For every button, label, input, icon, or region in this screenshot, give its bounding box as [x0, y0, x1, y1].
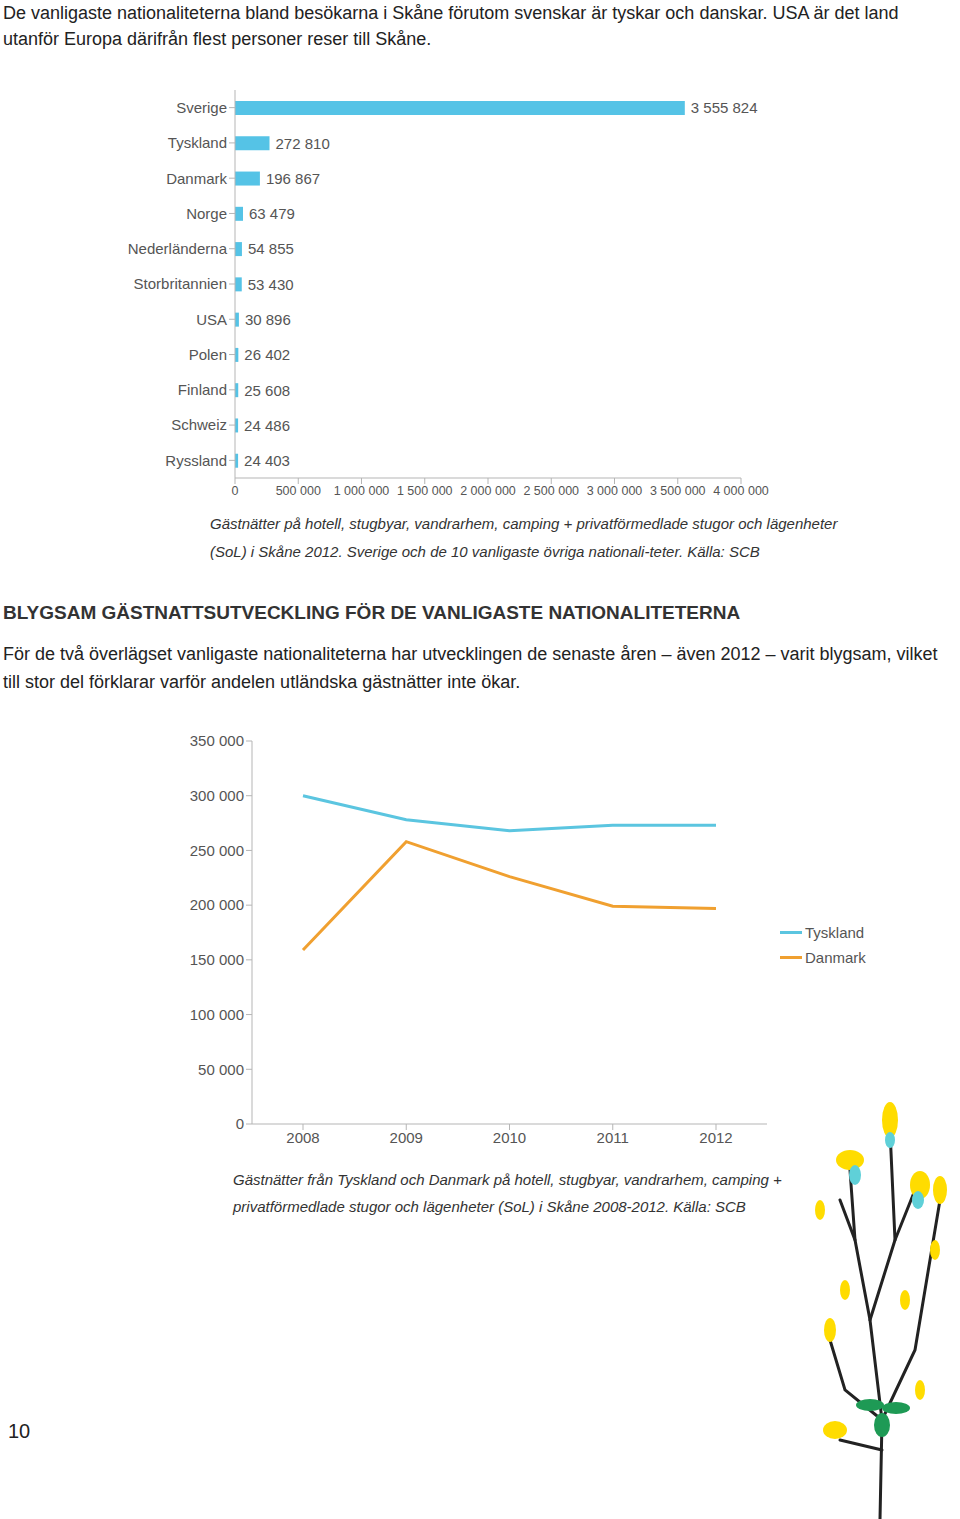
- svg-text:2012: 2012: [699, 1129, 732, 1146]
- svg-text:3 000 000: 3 000 000: [587, 484, 643, 498]
- svg-text:250 000: 250 000: [190, 842, 244, 859]
- svg-text:53 430: 53 430: [248, 276, 294, 293]
- svg-text:3 555 824: 3 555 824: [691, 99, 758, 116]
- svg-text:54 855: 54 855: [248, 240, 294, 257]
- svg-text:272 810: 272 810: [276, 135, 330, 152]
- svg-text:196 867: 196 867: [266, 170, 320, 187]
- svg-text:50 000: 50 000: [198, 1061, 244, 1078]
- svg-text:Polen: Polen: [189, 346, 227, 363]
- svg-text:200 000: 200 000: [190, 896, 244, 913]
- svg-text:Finland: Finland: [178, 381, 227, 398]
- svg-text:2 500 000: 2 500 000: [523, 484, 579, 498]
- svg-text:2009: 2009: [390, 1129, 423, 1146]
- svg-text:300 000: 300 000: [190, 787, 244, 804]
- html-text:10: 10: [8, 1420, 31, 1442]
- svg-text:63 479: 63 479: [249, 205, 295, 222]
- svg-text:Tyskland: Tyskland: [168, 134, 227, 151]
- svg-text:Norge: Norge: [186, 205, 227, 222]
- html-text:För de två överlägset vanligas: För de två överlägset vanligaste nationa…: [3, 644, 938, 692]
- svg-text:26 402: 26 402: [244, 346, 290, 363]
- svg-text:100 000: 100 000: [190, 1006, 244, 1023]
- svg-text:150 000: 150 000: [190, 951, 244, 968]
- svg-text:2008: 2008: [286, 1129, 319, 1146]
- html-text:Tyskland: Tyskland: [805, 924, 865, 941]
- html-text:Danmark: Danmark: [805, 949, 866, 966]
- svg-text:2010: 2010: [493, 1129, 526, 1146]
- svg-text:4 000 000: 4 000 000: [713, 484, 769, 498]
- svg-text:1 000 000: 1 000 000: [334, 484, 390, 498]
- html-text:BLYGSAM GÄSTNATTSUTVECKLING FÖ: BLYGSAM GÄSTNATTSUTVECKLING FÖR DE VANLI…: [3, 602, 741, 623]
- svg-text:500 000: 500 000: [276, 484, 321, 498]
- svg-text:24 403: 24 403: [244, 452, 290, 469]
- svg-text:Danmark: Danmark: [166, 170, 227, 187]
- html-text:De vanligaste nationaliteterna: De vanligaste nationaliteterna bland bes…: [3, 3, 899, 49]
- svg-text:Storbritannien: Storbritannien: [134, 275, 227, 292]
- svg-text:1 500 000: 1 500 000: [397, 484, 453, 498]
- html-text:Gästnätter från Tyskland och D: Gästnätter från Tyskland och Danmark på …: [233, 1171, 782, 1215]
- svg-text:Nederländerna: Nederländerna: [128, 240, 228, 257]
- svg-text:0: 0: [232, 484, 239, 498]
- svg-text:24 486: 24 486: [244, 417, 290, 434]
- svg-text:25 608: 25 608: [244, 382, 290, 399]
- svg-text:USA: USA: [196, 311, 227, 328]
- svg-text:350 000: 350 000: [190, 732, 244, 749]
- svg-text:Schweiz: Schweiz: [171, 416, 227, 433]
- svg-text:0: 0: [236, 1115, 244, 1132]
- html-text:Gästnätter på hotell, stugbyar: Gästnätter på hotell, stugbyar, vandrarh…: [210, 515, 838, 560]
- svg-text:2011: 2011: [597, 1129, 629, 1146]
- svg-text:2 000 000: 2 000 000: [460, 484, 516, 498]
- svg-text:3 500 000: 3 500 000: [650, 484, 706, 498]
- svg-text:Ryssland: Ryssland: [165, 452, 227, 469]
- svg-text:30 896: 30 896: [245, 311, 291, 328]
- svg-text:Sverige: Sverige: [176, 99, 227, 116]
